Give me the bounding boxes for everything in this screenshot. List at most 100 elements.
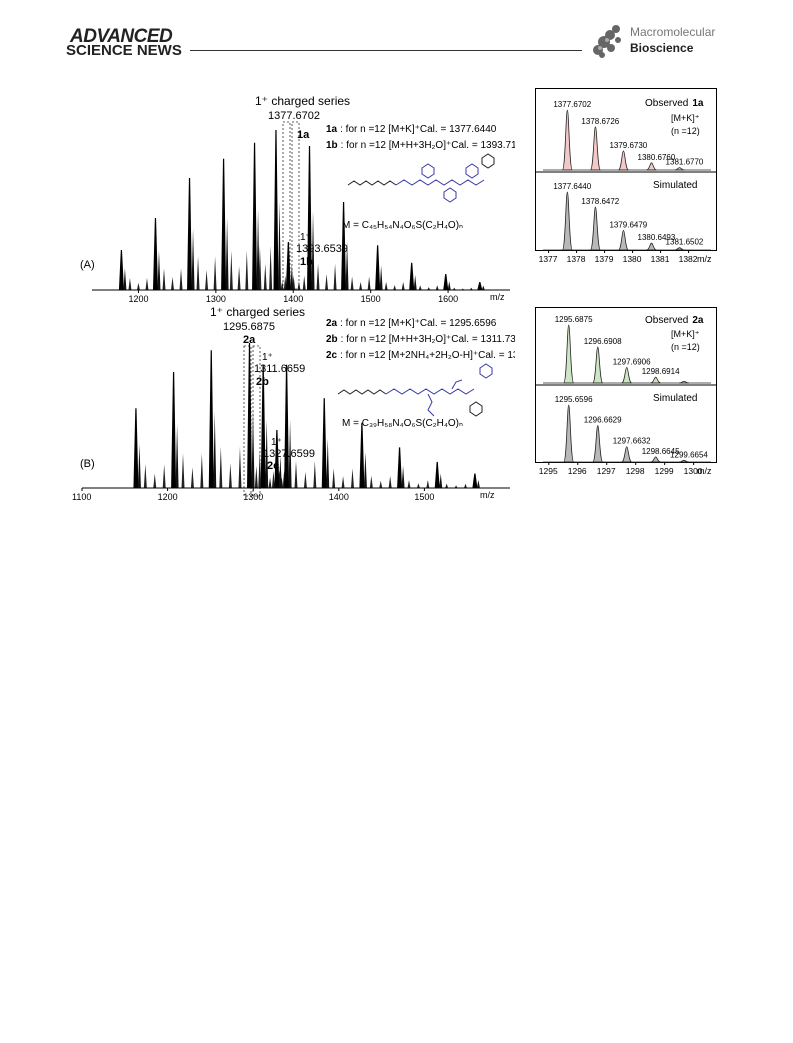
- minor-peak: [333, 263, 337, 290]
- x-unit-b: m/z: [480, 490, 495, 500]
- ion-label-b: [M+K]⁺: [671, 329, 700, 339]
- inset-x-tick-label: 1298: [626, 466, 645, 476]
- minor-peak: [445, 483, 449, 488]
- spectrum-peak: [285, 242, 291, 290]
- isotope-peak: [311, 210, 315, 290]
- spectrum-peak: [375, 245, 381, 290]
- simulated-peak-label: 1295.6596: [555, 395, 593, 404]
- peak-box-2b: [252, 345, 261, 497]
- observed-isotope-peak: [561, 109, 573, 171]
- observed-title-a: Observed 1a: [645, 98, 704, 109]
- n-label-b: (n =12): [671, 342, 700, 352]
- inset-x-tick-label: 1382: [679, 254, 698, 264]
- simulated-isotope-peak: [592, 425, 604, 463]
- peak-label-1327: 1327.6599: [263, 448, 315, 460]
- minor-peak: [454, 485, 458, 488]
- spectrum-peak: [118, 250, 124, 290]
- isotope-peak: [278, 456, 282, 488]
- spectrum-peak: [252, 142, 258, 290]
- spectrum-trace-a: [118, 130, 485, 290]
- observed-peak-label: 1296.6908: [584, 337, 622, 346]
- inset-x-tick-label: 1300: [684, 466, 703, 476]
- minor-peak: [297, 281, 301, 290]
- inset-x-tick-label: 1295: [539, 466, 558, 476]
- minor-peak: [143, 464, 147, 488]
- minor-peak: [171, 277, 175, 290]
- peak-id-1a: 1a: [297, 129, 310, 141]
- inset-x-tick-label: 1299: [655, 466, 674, 476]
- panel-label-b: (B): [80, 458, 95, 470]
- minor-peak: [435, 285, 439, 290]
- spectrum-peak: [274, 430, 280, 488]
- simulated-peak-label: 1297.6632: [613, 437, 651, 446]
- isotope-peak: [290, 263, 294, 290]
- journal-name-line2: Bioscience: [630, 41, 694, 55]
- inset-x-tick-label: 1377: [539, 254, 558, 264]
- minor-peak: [341, 476, 345, 488]
- observed-peak-label: 1381.6770: [666, 158, 704, 167]
- minor-peak: [463, 483, 467, 488]
- x-ticks-b: 1100 1200 1300 1400 1500: [72, 488, 434, 502]
- simulated-peak-label: 1380.6493: [638, 233, 676, 242]
- isotope-peak: [413, 275, 417, 290]
- minor-peak: [393, 285, 397, 290]
- minor-peak: [379, 480, 383, 488]
- spectrum-peak: [472, 473, 478, 488]
- minor-peak: [350, 276, 354, 290]
- minor-peak: [229, 250, 233, 290]
- minor-peak: [162, 464, 166, 488]
- simulated-peak-label: 1379.6479: [609, 220, 647, 229]
- observed-isotope-peak: [592, 346, 604, 384]
- minor-peak: [258, 451, 262, 488]
- inset-x-unit-a: m/z: [697, 254, 712, 264]
- journal-logo-icon: [593, 25, 621, 58]
- isotope-peak: [345, 241, 349, 290]
- observed-isotope-peak: [590, 126, 601, 171]
- journal-name-line1: Macromolecular: [630, 25, 716, 39]
- simulated-isotope-peak: [621, 446, 632, 463]
- spectrum-peak: [321, 398, 327, 488]
- observed-isotope-peak: [646, 162, 657, 171]
- minor-peak: [452, 287, 456, 290]
- isotope-peak: [256, 209, 260, 290]
- peak-label-1295: 1295.6875: [223, 321, 275, 333]
- observed-peak-label: 1378.6726: [581, 117, 619, 126]
- minor-peak: [196, 256, 200, 290]
- simulated-peak-label: 1299.6654: [670, 450, 708, 459]
- minor-peak: [254, 465, 258, 488]
- minor-peak: [128, 278, 132, 290]
- simulated-peak-label: 1377.6440: [553, 182, 591, 191]
- observed-peak-label: 1379.6730: [609, 141, 647, 150]
- observed-isotope-peak: [650, 376, 661, 384]
- peak-box-1b: [291, 121, 300, 290]
- observed-isotope-peak: [621, 366, 632, 384]
- inset-x-ticks-a: 1377 1378 1379 1380 1381 1382: [539, 250, 698, 264]
- minor-peak: [325, 274, 329, 290]
- spectrum-peak: [284, 364, 290, 488]
- observed-isotope-peak: [563, 324, 575, 384]
- minor-peak: [271, 470, 275, 488]
- peak-label-1311: 1311.6659: [254, 363, 305, 375]
- minor-peak: [190, 467, 194, 488]
- minor-peak: [219, 446, 223, 488]
- minor-peak: [427, 287, 431, 290]
- minor-peak: [162, 268, 166, 290]
- isotope-peak: [225, 217, 229, 290]
- spectrum-trace-b: [133, 343, 480, 488]
- annotation-2c: 2c: for n =12 [M+2NH₄+2H₂O-H]⁺Cal. = 132…: [326, 350, 515, 361]
- isotope-inset-a: Observed 1a [M+K]⁺ (n =12) Simulated 1377…: [535, 88, 717, 264]
- formula-a: M = C₄₅H₅₄N₄O₆S(C₂H₄O)ₙ: [342, 220, 463, 231]
- isotope-peak: [175, 424, 179, 488]
- minor-peak: [316, 263, 320, 290]
- isotope-peak: [379, 265, 383, 290]
- inset-traces-a: 1377.67021378.67261379.67301380.67601381…: [543, 100, 711, 251]
- isotope-peak: [447, 281, 451, 290]
- minor-peak: [181, 453, 185, 488]
- x-tick-label: 1300: [206, 294, 226, 304]
- simulated-peak-label: 1381.6502: [666, 238, 704, 247]
- annotation-2b: 2b: for n =12 [M+H+3H₂O]⁺Cal. = 1311.735…: [326, 334, 515, 345]
- isotope-peak: [481, 285, 485, 290]
- isotope-peak: [288, 420, 292, 488]
- minor-peak: [269, 245, 273, 290]
